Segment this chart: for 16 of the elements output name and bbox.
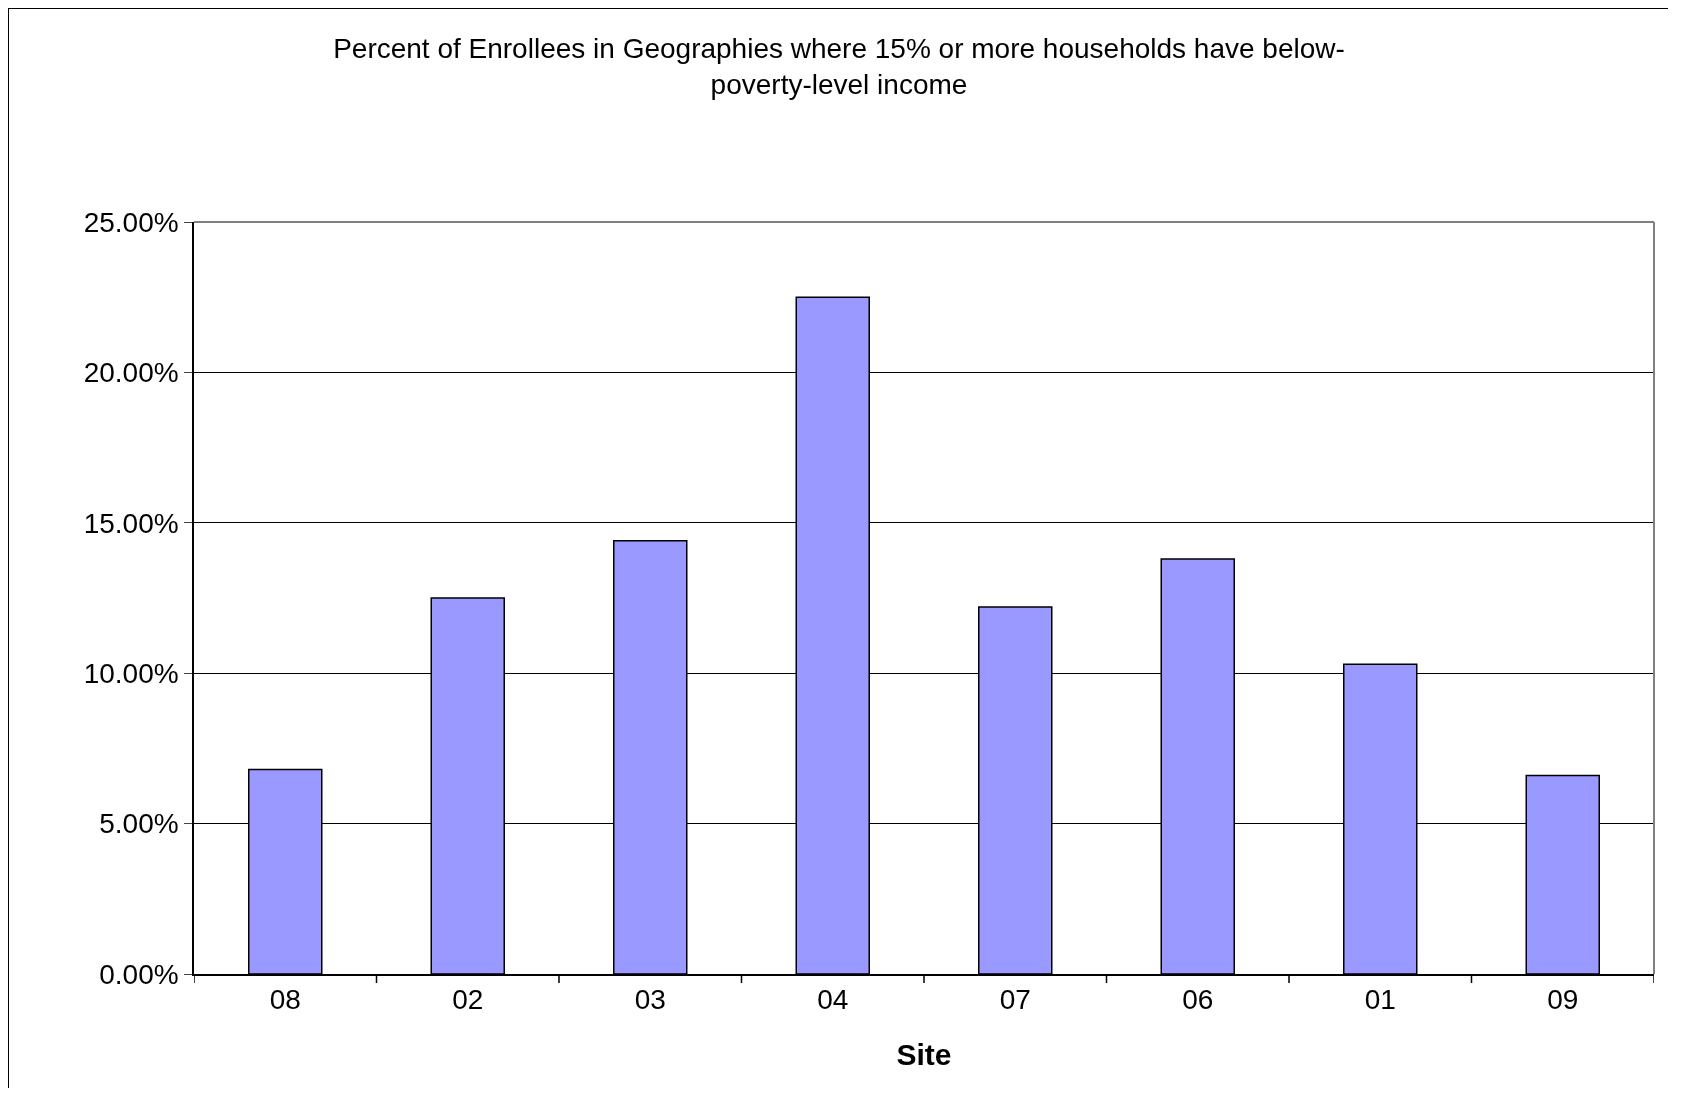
x-tick-label: 06 — [1182, 984, 1214, 1016]
chart-title: Percent of Enrollees in Geographies where 15% or more households have below-poverty-level income — [333, 32, 1345, 100]
x-axis-title: Site — [896, 1038, 952, 1072]
y-tick-label: 5.00% — [99, 808, 179, 840]
x-tick-label: 03 — [634, 984, 666, 1016]
x-tick-label: 09 — [1547, 984, 1579, 1016]
y-tick-label: 10.00% — [83, 658, 179, 689]
y-tick-label: 25.00% — [83, 206, 179, 238]
y-tick-label: 15.00% — [83, 507, 179, 539]
x-tick-label: 04 — [817, 984, 849, 1016]
x-tick-label: 07 — [999, 984, 1031, 1016]
y-tick-label: 0.00% — [99, 958, 179, 990]
y-tick-label: 20.00% — [83, 357, 179, 389]
x-tick-label: 02 — [452, 984, 484, 1016]
x-tick-label: 08 — [269, 984, 301, 1016]
x-tick-label: 01 — [1364, 984, 1396, 1016]
